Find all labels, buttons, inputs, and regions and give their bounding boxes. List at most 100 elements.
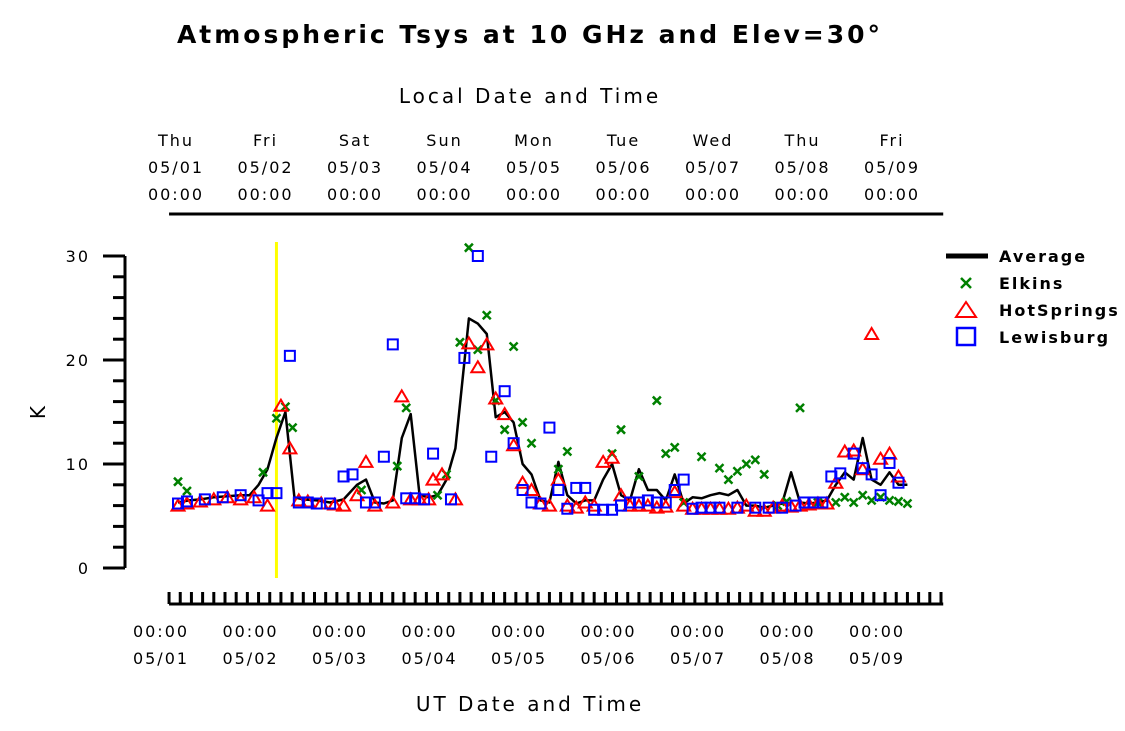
bottom-tick-label-time: 00:00 — [133, 622, 189, 641]
data-point-lewisburg — [377, 450, 390, 463]
data-point-elkins — [902, 498, 913, 509]
data-point-hotsprings — [433, 466, 451, 481]
top-axis-title: Local Date and Time — [399, 84, 661, 108]
bottom-tick-label-date: 05/01 — [133, 649, 189, 668]
legend-label-elkins: Elkins — [999, 274, 1064, 293]
data-point-lewisburg — [198, 493, 211, 506]
top-tick-label-day: Thu — [783, 131, 820, 150]
data-point-lewisburg — [807, 496, 820, 509]
top-tick-label-date: 05/02 — [237, 158, 293, 177]
data-point-lewisburg — [172, 497, 184, 510]
data-point-elkins — [517, 417, 528, 428]
data-point-lewisburg — [471, 250, 484, 262]
data-point-elkins — [526, 438, 537, 449]
legend-label-average: Average — [999, 247, 1087, 266]
data-point-lewisburg — [798, 496, 811, 509]
data-point-lewisburg — [359, 496, 372, 509]
data-point-lewisburg — [597, 503, 610, 516]
data-point-elkins — [499, 424, 510, 435]
data-point-hotsprings — [487, 390, 504, 405]
data-point-elkins — [857, 490, 868, 501]
data-point-lewisburg — [292, 496, 305, 509]
bottom-tick-label-date: 05/09 — [849, 649, 905, 668]
data-point-hotsprings — [603, 449, 621, 464]
data-point-hotsprings — [773, 497, 791, 512]
data-point-lewisburg — [704, 501, 717, 514]
top-tick-label-time: 00:00 — [506, 185, 562, 204]
legend: Average Elkins HotSprings Lewisburg — [946, 247, 1118, 347]
top-tick-label-date: 05/07 — [685, 158, 741, 177]
data-point-lewisburg — [588, 503, 601, 516]
bottom-tick-label-time: 00:00 — [401, 622, 457, 641]
series-average — [177, 317, 908, 509]
data-point-hotsprings — [890, 468, 907, 483]
data-point-lewisburg — [695, 501, 708, 514]
top-tick-label-date: 05/04 — [416, 158, 472, 177]
data-point-elkins — [508, 341, 519, 352]
data-point-lewisburg — [825, 470, 838, 483]
data-point-lewisburg — [579, 481, 592, 494]
data-point-lewisburg — [386, 338, 399, 351]
data-point-lewisburg — [252, 494, 265, 507]
top-tick-label-date: 05/06 — [595, 158, 651, 177]
data-point-lewisburg — [762, 501, 775, 514]
data-point-lewisburg — [641, 494, 654, 507]
data-point-hotsprings — [576, 494, 594, 509]
bottom-tick-label-time: 00:00 — [670, 622, 726, 641]
data-point-elkins — [553, 464, 564, 475]
data-point-lewisburg — [458, 351, 471, 364]
data-point-elkins — [759, 469, 770, 480]
data-point-elkins — [392, 461, 403, 471]
data-point-hotsprings — [514, 474, 531, 489]
bottom-tick-label-time: 00:00 — [849, 622, 905, 641]
y-axis: 0 10 20 30 — [66, 247, 127, 578]
data-point-elkins — [634, 471, 644, 482]
data-point-elkins — [455, 337, 465, 348]
top-tick-label-time: 00:00 — [327, 185, 383, 204]
data-point-elkins — [401, 402, 412, 413]
top-tick-label-time: 00:00 — [148, 185, 204, 204]
data-point-elkins — [173, 476, 183, 487]
data-point-lewisburg — [874, 489, 887, 502]
bottom-axis-title: UT Date and Time — [416, 692, 644, 716]
bottom-tick-label-date: 05/06 — [580, 649, 636, 668]
data-point-lewisburg — [261, 487, 274, 500]
data-point-lewisburg — [677, 473, 690, 486]
bottom-tick-label-date: 05/08 — [759, 649, 815, 668]
data-point-lewisburg — [713, 501, 726, 514]
y-tick-label: 0 — [78, 559, 90, 578]
data-point-hotsprings — [393, 388, 411, 403]
bottom-tick-label-date: 05/02 — [222, 649, 278, 668]
data-point-lewisburg — [507, 437, 520, 450]
data-point-lewisburg — [427, 447, 440, 460]
bottom-tick-label-time: 00:00 — [580, 622, 636, 641]
data-point-elkins — [651, 395, 662, 406]
data-point-lewisburg — [816, 496, 829, 509]
data-point-lewisburg — [686, 502, 699, 515]
data-point-elkins — [795, 402, 805, 413]
series-layer — [169, 242, 913, 517]
legend-label-lewisburg: Lewisburg — [999, 328, 1110, 347]
data-point-lewisburg — [234, 489, 247, 502]
top-tick-label-day: Tue — [606, 131, 640, 150]
top-tick-label-day: Sun — [426, 131, 462, 150]
data-point-hotsprings — [192, 493, 209, 508]
data-point-lewisburg — [731, 501, 744, 514]
data-point-lewisburg — [346, 468, 359, 481]
data-point-hotsprings — [505, 437, 522, 452]
data-point-hotsprings — [335, 497, 352, 512]
top-tick-label-day: Fri — [879, 131, 904, 150]
data-point-hotsprings — [281, 440, 299, 455]
data-point-elkins — [830, 497, 841, 508]
data-point-hotsprings — [348, 487, 366, 502]
data-point-elkins — [866, 495, 877, 506]
data-point-elkins — [432, 490, 443, 501]
top-tick-label-time: 00:00 — [416, 185, 472, 204]
data-point-hotsprings — [326, 496, 343, 511]
data-point-hotsprings — [272, 397, 290, 412]
data-point-elkins — [182, 486, 192, 496]
data-point-lewisburg — [337, 470, 350, 483]
bottom-tick-label-date: 05/03 — [312, 649, 368, 668]
bottom-tick-label-time: 00:00 — [312, 622, 368, 641]
